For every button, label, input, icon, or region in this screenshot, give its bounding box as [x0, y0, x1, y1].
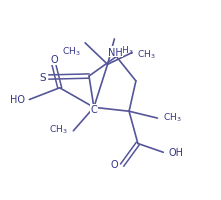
- Text: OH: OH: [168, 148, 183, 157]
- Text: C: C: [91, 105, 97, 115]
- Text: S: S: [40, 73, 46, 83]
- Text: CH$_3$: CH$_3$: [115, 45, 134, 57]
- Text: CH$_3$: CH$_3$: [163, 111, 182, 124]
- Text: HO: HO: [10, 94, 25, 104]
- Text: O: O: [110, 159, 118, 169]
- Text: CH$_3$: CH$_3$: [137, 48, 156, 61]
- Text: O: O: [51, 55, 59, 65]
- Text: CH$_3$: CH$_3$: [49, 123, 67, 135]
- Text: CH$_3$: CH$_3$: [62, 46, 80, 58]
- Text: NH: NH: [108, 47, 123, 57]
